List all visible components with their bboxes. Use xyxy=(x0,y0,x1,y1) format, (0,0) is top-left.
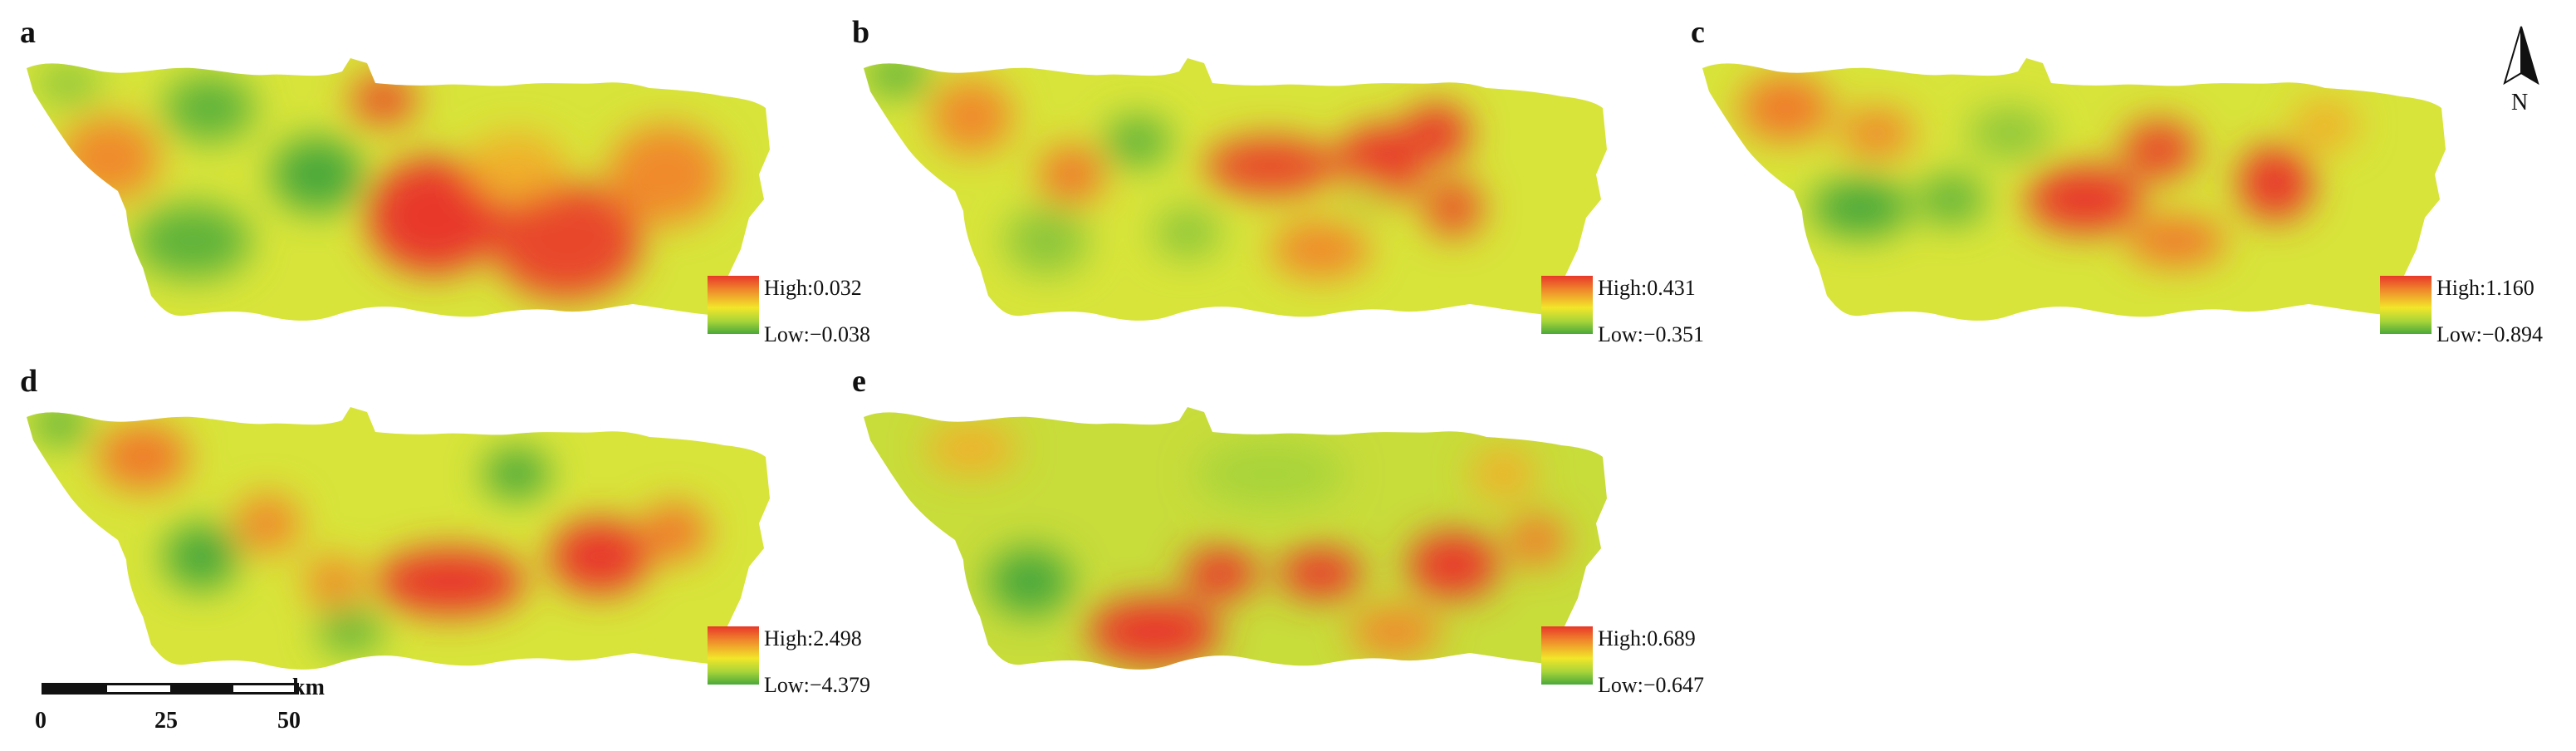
color-ramp xyxy=(708,626,759,685)
panel-label-b: b xyxy=(852,15,870,50)
heatmap-c xyxy=(1702,58,2446,321)
north-arrow: N xyxy=(2496,25,2546,125)
north-letter: N xyxy=(2511,90,2529,115)
legend-e: High:0.689 Low:−0.647 xyxy=(1541,626,1741,697)
legend-high: High:0.032 xyxy=(764,276,862,300)
panel-label-d: d xyxy=(20,364,38,399)
panel-label-e: e xyxy=(852,364,866,399)
scale-bar xyxy=(42,683,299,695)
legend-low: Low:−0.038 xyxy=(764,322,871,346)
color-ramp xyxy=(1541,276,1593,334)
legend-high: High:0.689 xyxy=(1598,626,1696,650)
legend-b: High:0.431 Low:−0.351 xyxy=(1541,276,1741,346)
scale-segment xyxy=(107,685,170,692)
legend-high: High:0.431 xyxy=(1598,276,1696,300)
scale-segment xyxy=(44,685,107,692)
heatmap-a xyxy=(27,58,770,321)
panel-label-a: a xyxy=(20,15,36,50)
color-ramp xyxy=(2380,276,2432,334)
scale-segment xyxy=(233,685,296,692)
scale-unit: km xyxy=(292,675,325,700)
legend-high: High:2.498 xyxy=(764,626,862,650)
legend-low: Low:−0.894 xyxy=(2436,322,2544,346)
heatmap-d xyxy=(27,407,770,670)
legend-a: High:0.032 Low:−0.038 xyxy=(708,276,907,346)
legend-c: High:1.160 Low:−0.894 xyxy=(2380,276,2576,346)
legend-high: High:1.160 xyxy=(2436,276,2534,300)
legend-low: Low:−0.647 xyxy=(1598,673,1705,697)
panel-label-c: c xyxy=(1691,15,1705,50)
heatmap-e xyxy=(864,407,1607,670)
legend-low: Low:−4.379 xyxy=(764,673,871,697)
color-ramp xyxy=(708,276,759,334)
legend-d: High:2.498 Low:−4.379 xyxy=(708,626,907,697)
scale-segment xyxy=(170,685,233,692)
scale-tick-25: 25 xyxy=(154,708,178,734)
scale-tick-50: 50 xyxy=(277,708,301,734)
legend-low: Low:−0.351 xyxy=(1598,322,1705,346)
color-ramp xyxy=(1541,626,1593,685)
north-arrow-icon xyxy=(2503,26,2539,86)
scale-tick-0: 0 xyxy=(35,708,47,734)
heatmap-b xyxy=(864,58,1607,321)
